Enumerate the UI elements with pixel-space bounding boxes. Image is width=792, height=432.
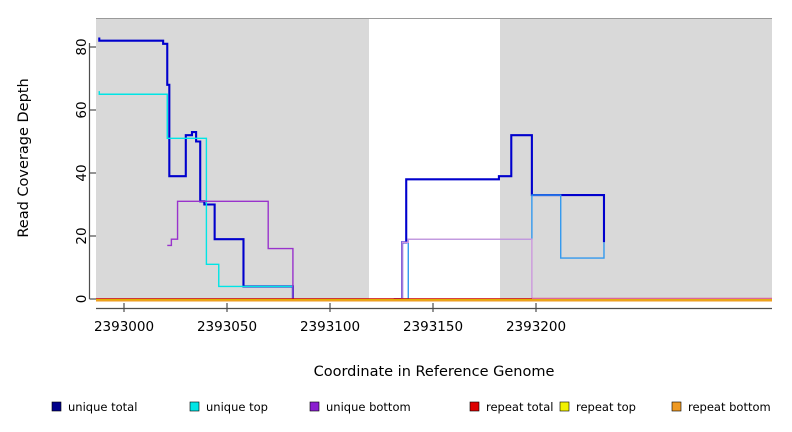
plot-background-left [96, 18, 369, 299]
series-line-unique-bottom [167, 200, 294, 299]
y-tick-label: 20 [74, 227, 90, 244]
plot-background-right [500, 18, 772, 299]
legend-label-unique-top: unique top [206, 400, 268, 414]
legend-label-repeat-top: repeat top [576, 400, 636, 414]
chart-legend: unique total unique top unique bottom repea… [51, 400, 771, 414]
legend-swatch-unique-bottom [309, 401, 320, 412]
legend-swatch-unique-top [189, 401, 200, 412]
plot-background-gap [369, 18, 500, 299]
x-axis-tick-labels: 2393000 2393050 2393100 2393150 2393200 [94, 319, 566, 335]
series-line-unique-total [98, 37, 294, 299]
series-group [96, 37, 772, 302]
y-tick-label: 60 [74, 101, 90, 118]
legend-swatch-repeat-total [469, 401, 480, 412]
legend-label-unique-total: unique total [68, 400, 137, 414]
legend-swatch-repeat-top [559, 401, 570, 412]
x-tick-label: 2393100 [300, 319, 360, 335]
y-axis-title: Read Coverage Depth [16, 78, 32, 237]
series-line-unique-bottom [393, 238, 604, 300]
series-line-unique-top [98, 91, 294, 299]
legend-label-repeat-bottom: repeat bottom [688, 400, 771, 414]
y-axis-tick-labels: 0 20 40 60 80 [74, 38, 90, 303]
x-tick-label: 2393050 [197, 319, 257, 335]
y-tick-label: 0 [74, 295, 90, 304]
x-axis-ticks [123, 303, 537, 312]
x-axis-title: Coordinate in Reference Genome [314, 364, 555, 380]
legend-label-unique-bottom: unique bottom [326, 400, 411, 414]
legend-swatch-unique-total [51, 401, 62, 412]
legend-swatch-repeat-bottom [671, 401, 682, 412]
y-axis-ticks [89, 46, 96, 300]
x-tick-label: 2393000 [94, 319, 154, 335]
legend-label-repeat-total: repeat total [486, 400, 553, 414]
x-tick-label: 2393200 [506, 319, 566, 335]
y-tick-label: 40 [74, 164, 90, 181]
y-tick-label: 80 [74, 38, 90, 55]
x-tick-label: 2393150 [403, 319, 463, 335]
